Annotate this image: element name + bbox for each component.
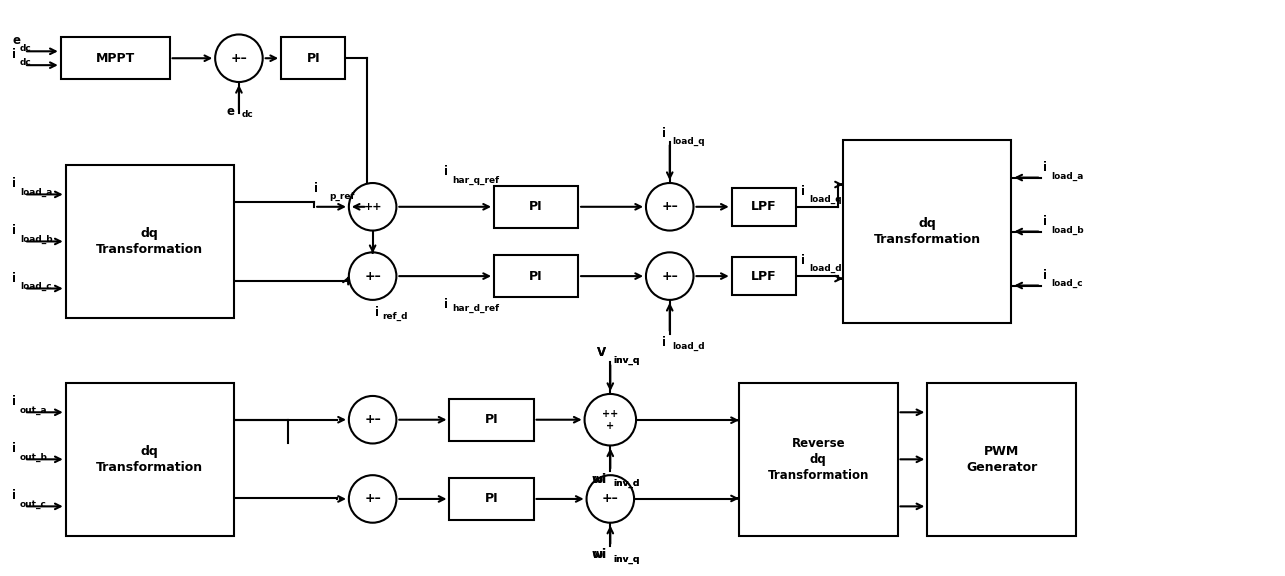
Text: load_a: load_a [1051,172,1083,180]
Text: ωi: ωi [592,473,607,486]
Circle shape [348,183,396,230]
Text: i: i [12,225,17,237]
Text: +–: +– [364,270,382,283]
Circle shape [585,394,636,445]
Text: load_d: load_d [808,264,842,273]
Text: dq
Transformation: dq Transformation [96,445,203,474]
Text: i: i [12,177,17,191]
FancyBboxPatch shape [493,255,578,297]
FancyBboxPatch shape [60,37,170,79]
Text: inv_q: inv_q [613,555,640,563]
FancyBboxPatch shape [450,478,533,520]
Text: har_d_ref: har_d_ref [452,304,500,313]
Text: out_b: out_b [21,453,48,463]
FancyBboxPatch shape [493,186,578,228]
Text: PI: PI [529,270,542,283]
Text: load_d: load_d [673,342,705,351]
FancyBboxPatch shape [731,188,795,226]
Text: ++: ++ [364,202,382,212]
Circle shape [215,35,262,82]
Text: i: i [662,127,666,141]
Circle shape [646,183,694,230]
Text: load_c: load_c [1051,279,1083,289]
Text: dq
Transformation: dq Transformation [96,227,203,256]
Text: wi: wi [591,548,607,562]
Text: V: V [598,346,607,359]
Text: load_q: load_q [673,137,705,146]
Text: load_c: load_c [21,282,51,291]
Text: i: i [12,48,17,61]
Text: i: i [1043,268,1047,282]
Text: har_q_ref: har_q_ref [452,176,500,185]
Text: PI: PI [306,52,320,65]
Text: +–: +– [601,492,618,506]
Text: PWM
Generator: PWM Generator [966,445,1037,474]
Text: V: V [598,346,607,359]
Text: inv_d: inv_d [613,479,640,488]
Text: i: i [314,182,319,195]
Text: ++
+: ++ + [603,409,618,430]
Text: ref_d: ref_d [383,312,409,321]
Circle shape [646,252,694,300]
Text: +–: +– [230,52,247,65]
Circle shape [586,475,634,522]
FancyBboxPatch shape [843,140,1011,323]
Text: i: i [445,165,448,178]
Text: i: i [1043,161,1047,173]
Circle shape [348,396,396,444]
Text: +–: +– [662,270,678,283]
FancyBboxPatch shape [928,382,1076,536]
Text: i: i [801,185,804,198]
Text: load_a: load_a [21,188,53,198]
Text: PI: PI [529,200,542,213]
Text: ωi: ωi [592,548,607,562]
Text: PI: PI [484,413,499,426]
Text: inv_q: inv_q [613,356,640,365]
Text: i: i [375,306,379,319]
Text: dc: dc [21,44,32,54]
Text: i: i [801,254,804,267]
Text: inv_q: inv_q [613,356,640,365]
Text: i: i [12,490,17,502]
Text: dc: dc [21,58,32,67]
Text: dq
Transformation: dq Transformation [874,217,980,246]
FancyBboxPatch shape [450,399,533,441]
Text: i: i [12,442,17,456]
Text: i: i [12,395,17,408]
FancyBboxPatch shape [739,382,897,536]
Text: Reverse
dq
Transformation: Reverse dq Transformation [767,437,869,482]
Text: MPPT: MPPT [95,52,135,65]
Text: i: i [445,298,448,311]
Text: PI: PI [484,492,499,506]
FancyBboxPatch shape [731,257,795,295]
Text: LPF: LPF [750,270,776,283]
Circle shape [348,475,396,522]
Text: i: i [12,271,17,285]
FancyBboxPatch shape [66,382,234,536]
Text: LPF: LPF [750,200,776,213]
Text: i: i [1043,215,1047,228]
Text: p_ref: p_ref [329,192,355,201]
Text: +–: +– [662,200,678,213]
Text: load_b: load_b [1051,225,1083,234]
Text: inv_d: inv_d [613,479,640,488]
Text: dc: dc [242,110,253,119]
Circle shape [348,252,396,300]
Text: e: e [227,105,235,118]
FancyBboxPatch shape [281,37,346,79]
Text: i: i [662,336,666,348]
Text: +–: +– [364,492,382,506]
Text: +–: +– [364,413,382,426]
Text: load_b: load_b [21,235,53,244]
Text: e: e [12,35,21,47]
Text: out_a: out_a [21,406,48,415]
Text: out_c: out_c [21,501,48,509]
Text: inv_q: inv_q [613,555,640,563]
FancyBboxPatch shape [66,165,234,318]
Text: wi: wi [591,473,607,486]
Text: load_q: load_q [808,195,842,204]
